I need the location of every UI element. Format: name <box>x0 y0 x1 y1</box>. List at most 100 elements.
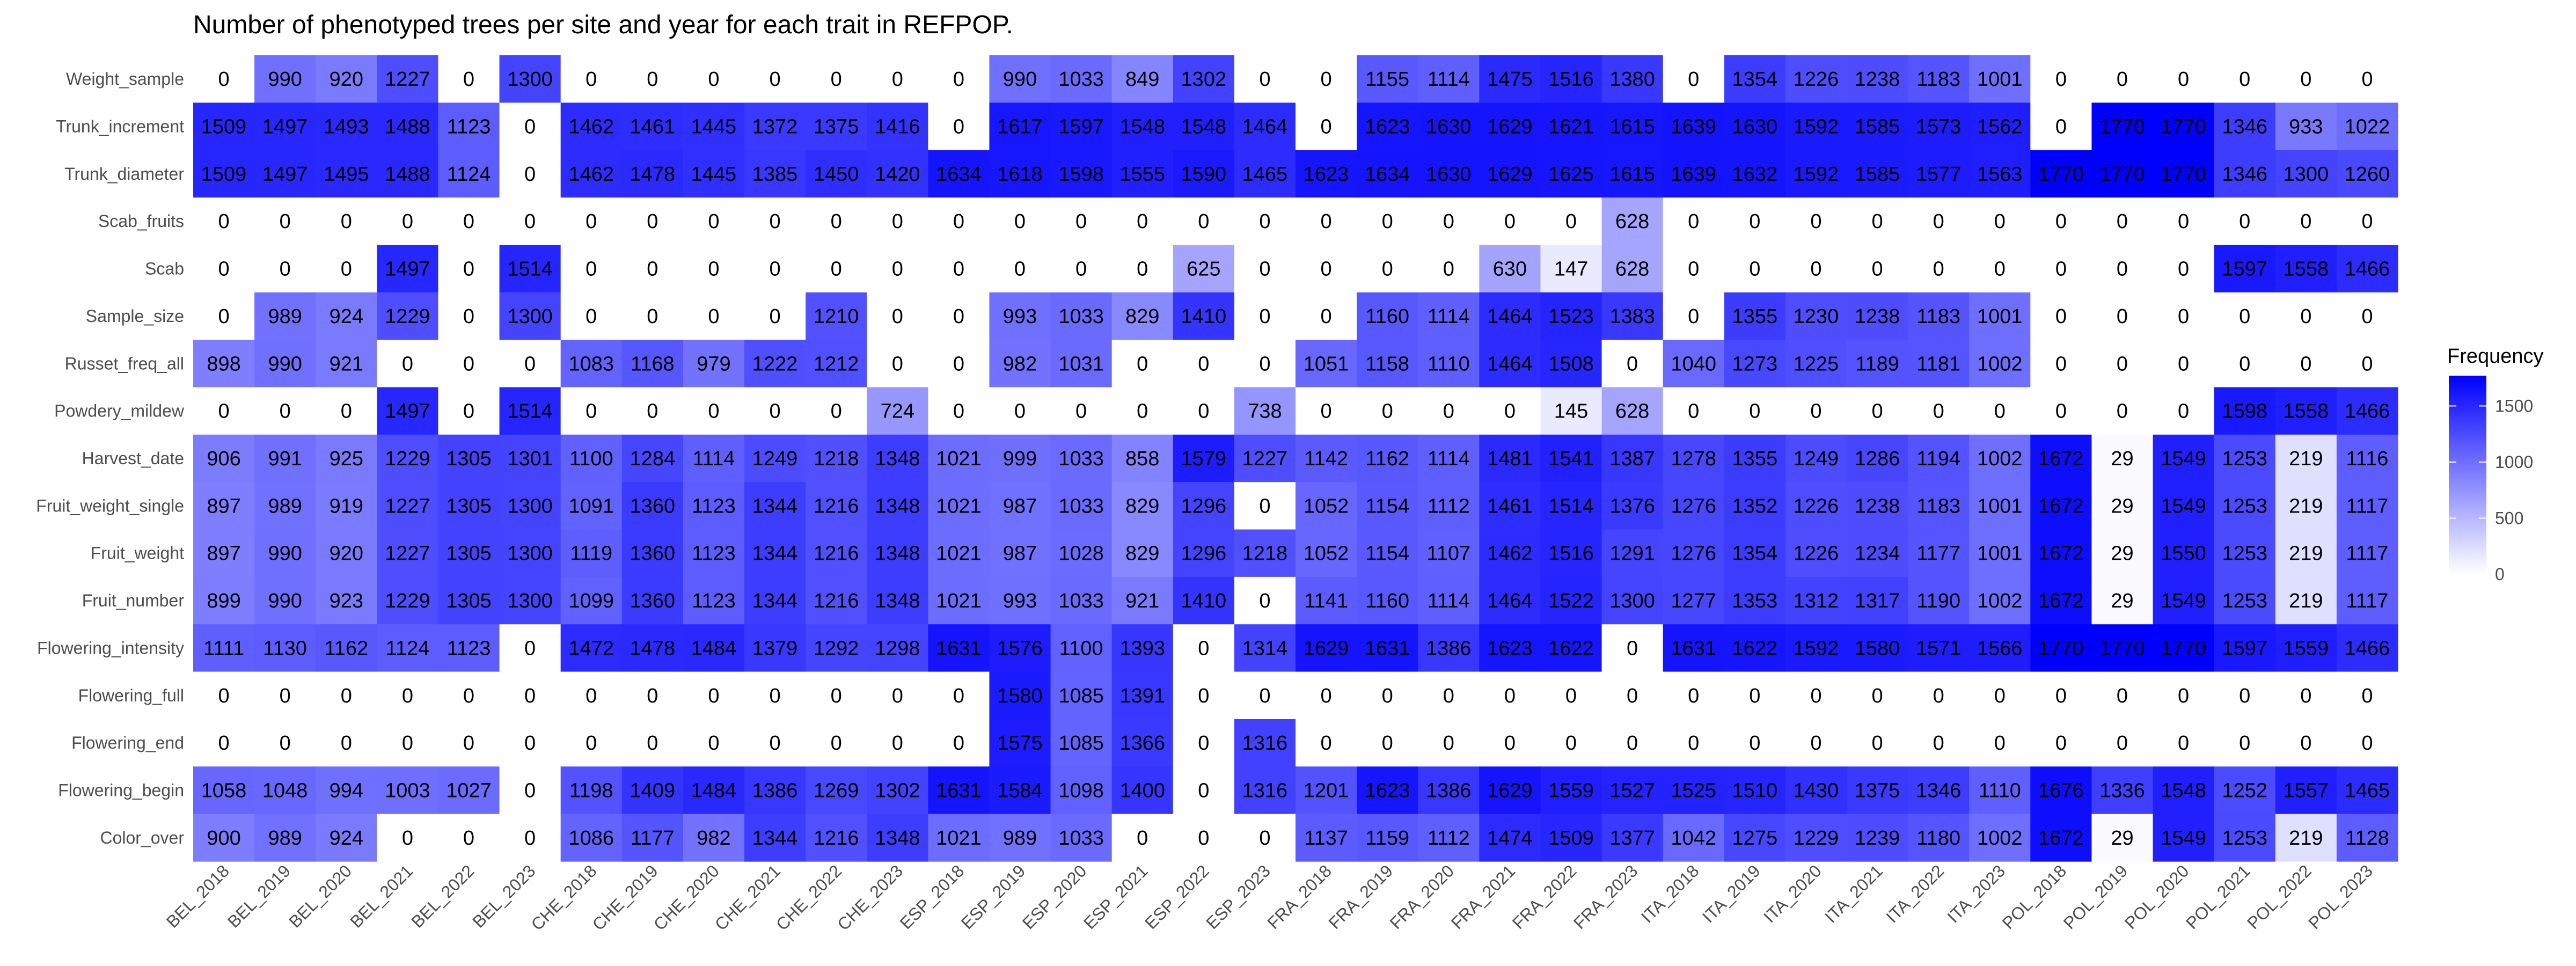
cell-value-label: 1021 <box>936 495 982 517</box>
heatmap-cell <box>928 576 990 625</box>
heatmap-cell <box>1173 245 1235 293</box>
cell-value-label: 0 <box>1688 258 1699 281</box>
cell-value-label: 0 <box>1810 210 1821 233</box>
cell-value-label: 1114 <box>1428 590 1470 612</box>
heatmap-cell <box>1357 150 1418 198</box>
heatmap-cell <box>1296 103 1357 151</box>
row-label: Flowering_begin <box>58 780 184 800</box>
heatmap-cell <box>806 197 867 246</box>
heatmap-cell <box>254 624 316 672</box>
cell-value-label: 982 <box>1003 353 1037 375</box>
cell-value-label: 1278 <box>1671 448 1716 470</box>
cell-value-label: 1111 <box>203 637 244 660</box>
cell-value-label: 0 <box>1320 68 1331 91</box>
heatmap-cell <box>928 671 990 720</box>
heatmap-cell <box>1357 103 1418 151</box>
heatmap-cell <box>1724 245 1786 293</box>
heatmap-cell <box>621 576 684 625</box>
row-label: Flowering_full <box>78 686 184 705</box>
heatmap-cell <box>1724 624 1786 672</box>
heatmap-cell <box>2275 292 2337 340</box>
cell-value-label: 0 <box>1933 732 1944 755</box>
cell-value-label: 1124 <box>386 637 430 660</box>
cell-value-label: 829 <box>1125 495 1159 517</box>
cell-value-label: 1464 <box>1242 116 1288 138</box>
cell-value-label: 1376 <box>1609 495 1655 517</box>
cell-value-label: 0 <box>1749 258 1760 281</box>
heatmap-cell <box>1479 766 1541 815</box>
cell-value-label: 628 <box>1615 400 1649 423</box>
heatmap-cell <box>867 245 928 293</box>
cell-value-label: 1571 <box>1916 637 1962 660</box>
heatmap-cell <box>2214 671 2276 720</box>
cell-value-label: 0 <box>1259 210 1270 233</box>
heatmap-cell <box>2336 434 2398 482</box>
cell-value-label: 0 <box>2178 305 2189 328</box>
cell-value-label: 1562 <box>1977 116 2023 138</box>
cell-value-label: 0 <box>341 258 352 281</box>
heatmap-cell <box>560 671 623 720</box>
cell-value-label: 1253 <box>2222 448 2267 470</box>
cell-value-label: 0 <box>341 732 352 755</box>
cell-value-label: 0 <box>1198 779 1209 802</box>
cell-value-label: 1226 <box>1794 495 1839 517</box>
cell-value-label: 1107 <box>1426 543 1470 565</box>
heatmap-cell <box>1847 387 1908 435</box>
heatmap-cell <box>1601 576 1664 625</box>
heatmap-cell <box>2153 719 2215 767</box>
legend-tick-label: 0 <box>2495 565 2505 584</box>
heatmap-cell <box>1847 103 1908 151</box>
heatmap-cell <box>1724 671 1786 720</box>
cell-value-label: 1033 <box>1058 590 1104 612</box>
cell-value-label: 0 <box>1994 685 2006 707</box>
cell-value-label: 0 <box>831 210 842 233</box>
heatmap-cell <box>2214 103 2276 151</box>
heatmap-cell <box>2030 766 2092 815</box>
heatmap-cell <box>1969 671 2031 720</box>
cell-value-label: 1117 <box>2346 590 2388 612</box>
cell-value-label: 1183 <box>1916 305 1960 328</box>
heatmap-cell <box>989 624 1051 672</box>
heatmap-cell <box>744 340 806 388</box>
heatmap-cell <box>1847 624 1908 672</box>
cell-value-label: 1277 <box>1671 590 1716 612</box>
heatmap-cell <box>438 55 500 103</box>
cell-value-label: 1566 <box>1977 637 2023 660</box>
cell-value-label: 1001 <box>1977 543 2023 565</box>
cell-value-label: 1495 <box>324 163 369 186</box>
cell-value-label: 0 <box>1198 827 1209 850</box>
cell-value-label: 0 <box>341 210 352 233</box>
heatmap-cell <box>499 103 561 151</box>
cell-value-label: 1300 <box>507 305 553 328</box>
cell-value-label: 1229 <box>385 305 430 328</box>
heatmap-cell <box>1418 482 1480 530</box>
cell-value-label: 989 <box>268 305 302 328</box>
cell-value-label: 1110 <box>1428 353 1470 375</box>
legend-tick-label: 1500 <box>2495 396 2533 415</box>
cell-value-label: 0 <box>2239 68 2250 91</box>
cell-value-label: 0 <box>1688 685 1699 707</box>
heatmap-cell <box>2214 434 2276 482</box>
cell-value-label: 0 <box>1259 258 1270 281</box>
heatmap-cell <box>377 624 439 672</box>
cell-value-label: 0 <box>647 400 658 423</box>
cell-value-label: 1227 <box>385 543 430 565</box>
heatmap-cell <box>438 624 500 672</box>
heatmap-cell <box>499 387 561 435</box>
cell-value-label: 0 <box>218 68 229 91</box>
heatmap-cell <box>1479 387 1541 435</box>
heatmap-cell <box>1296 766 1357 815</box>
heatmap-cell <box>2336 245 2398 293</box>
row-label: Trunk_diameter <box>64 164 184 184</box>
column-label: ESP_2022 <box>1141 861 1213 933</box>
cell-value-label: 1114 <box>1428 448 1470 470</box>
cell-value-label: 628 <box>1615 258 1649 281</box>
cell-value-label: 0 <box>892 210 903 233</box>
cell-value-label: 1260 <box>2345 163 2390 186</box>
heatmap-cell <box>1050 624 1113 672</box>
heatmap-cell <box>989 55 1051 103</box>
cell-value-label: 1021 <box>936 590 982 612</box>
column-label: ITA_2022 <box>1882 861 1948 926</box>
heatmap-cell <box>1418 150 1480 198</box>
heatmap-cell <box>806 340 867 388</box>
